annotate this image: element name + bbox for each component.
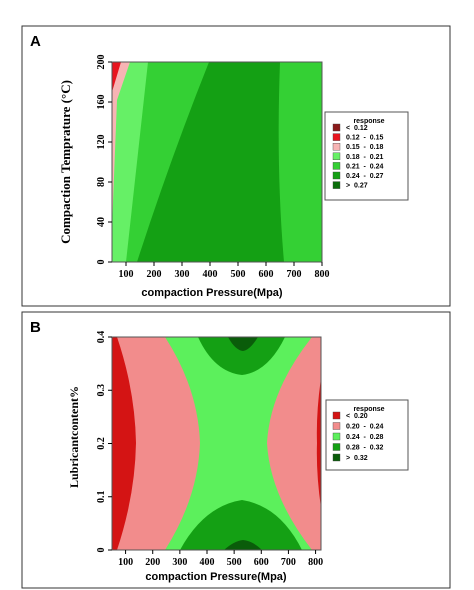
contour-b-bottom-gt-032 xyxy=(224,540,262,550)
x-tick-label: 500 xyxy=(227,557,242,568)
contour-a-region-012-015 xyxy=(112,62,121,92)
legend-swatch xyxy=(332,411,341,420)
legend-label: 0.20 - 0.24 xyxy=(346,424,383,431)
legend-label: 0.18 - 0.21 xyxy=(346,154,383,161)
contour-b-bottom-028-032 xyxy=(180,500,302,550)
y-tick-label: 0.3 xyxy=(96,384,107,397)
legend-label: 0.12 - 0.15 xyxy=(346,135,383,142)
legend-label: 0.24 - 0.27 xyxy=(346,173,383,180)
y-tick-label: 0.2 xyxy=(96,437,107,450)
contour-a xyxy=(112,62,322,262)
legend-label: > 0.27 xyxy=(346,183,368,190)
contour-b-left-020-024 xyxy=(112,337,200,550)
legend-swatch xyxy=(332,133,341,141)
x-tick-label: 600 xyxy=(259,269,274,280)
contour-b-left-lt-020 xyxy=(112,337,136,550)
contour-b-right-lt-020 xyxy=(316,378,321,508)
x-tick-label: 400 xyxy=(200,557,215,568)
x-axis-label-b: compaction Pressure(Mpa) xyxy=(145,571,287,583)
x-axis-label-a: compaction Pressure(Mpa) xyxy=(141,287,283,299)
y-tick-label: 160 xyxy=(96,95,107,110)
legend-label: 0.21 - 0.24 xyxy=(346,163,383,170)
contour-b-right-020-024 xyxy=(267,337,321,550)
axis-a: 100 200 300 400 500 600 700 800 0 40 80 120 160 200 xyxy=(96,55,330,281)
panel-a-label: A xyxy=(30,33,41,50)
x-tick-label: 700 xyxy=(281,557,296,568)
y-tick-label: 120 xyxy=(96,135,107,150)
x-tick-label: 200 xyxy=(145,557,160,568)
x-tick-label: 100 xyxy=(119,269,134,280)
y-tick-label: 0 xyxy=(96,548,107,553)
legend-swatch xyxy=(332,443,341,451)
legend-swatch xyxy=(332,181,341,189)
legend-b-title: response xyxy=(353,406,384,413)
panel-b: B 100 200 300 400 500 600 700 80000.10.20.30.4 … xyxy=(21,311,451,589)
plot-a-border xyxy=(111,61,323,263)
legend-label: < 0.12 xyxy=(346,125,368,132)
axis-b: 100 200 300 400 500 600 700 800 0 0.1 0.2 0.3 0.4 xyxy=(96,331,323,568)
x-tick-label: 200 xyxy=(147,269,162,280)
legend-a-title: response xyxy=(353,118,384,125)
x-tick-label: 500 xyxy=(231,269,246,280)
legend-label: > 0.32 xyxy=(346,455,368,462)
x-tick-label: 600 xyxy=(254,557,269,568)
x-tick-label: 300 xyxy=(175,269,190,280)
legend-label: 0.15 - 0.18 xyxy=(346,144,383,151)
legend-a: response < 0.12 0.12 - 0.15 0.15 - 0.18 0.1… xyxy=(324,111,409,201)
legend-swatch xyxy=(332,422,341,430)
legend-swatch xyxy=(332,142,341,151)
x-tick-label: 700 xyxy=(287,269,302,280)
legend-swatch xyxy=(332,171,341,180)
y-axis-label-b: Lubricantcontent% xyxy=(67,386,81,488)
x-tick-label: 100 xyxy=(118,557,133,568)
y-tick-label: 80 xyxy=(96,177,107,187)
panel-b-label: B xyxy=(30,319,41,336)
x-tick-label: 800 xyxy=(308,557,323,568)
contour-a-region-024-027 xyxy=(137,62,284,262)
panel-a: A 100 200 300 400 500 600 700 800 0 40 80 120 160 200… xyxy=(21,25,451,307)
legend-b: response < 0.20 0.20 - 0.24 0.24 - 0.28 0.2… xyxy=(325,399,409,471)
legend-swatch xyxy=(332,162,341,170)
y-tick-label: 0.1 xyxy=(96,491,107,504)
y-tick-label: 40 xyxy=(96,217,107,227)
y-tick-label: 0 xyxy=(96,260,107,265)
y-tick-label: 200 xyxy=(96,55,107,70)
x-tick-label: 400 xyxy=(203,269,218,280)
legend-swatch xyxy=(332,152,341,161)
legend-label: < 0.20 xyxy=(346,413,368,420)
contour-a-region-015-018 xyxy=(112,62,130,228)
contour-b-top-028-032 xyxy=(198,337,285,375)
y-axis-label-a: Compaction Temprature (°C) xyxy=(58,80,73,244)
legend-swatch xyxy=(332,123,341,132)
legend-swatch xyxy=(332,432,341,441)
legend-swatch xyxy=(332,453,341,462)
legend-label: 0.24 - 0.28 xyxy=(346,434,383,441)
y-tick-label: 0.4 xyxy=(96,331,107,344)
legend-label: 0.28 - 0.32 xyxy=(346,445,383,452)
contour-b xyxy=(112,337,321,550)
x-tick-label: 300 xyxy=(172,557,187,568)
x-tick-label: 800 xyxy=(315,269,330,280)
contour-b-top-gt-032 xyxy=(228,337,258,351)
contour-a-region-018-021 xyxy=(112,62,148,262)
